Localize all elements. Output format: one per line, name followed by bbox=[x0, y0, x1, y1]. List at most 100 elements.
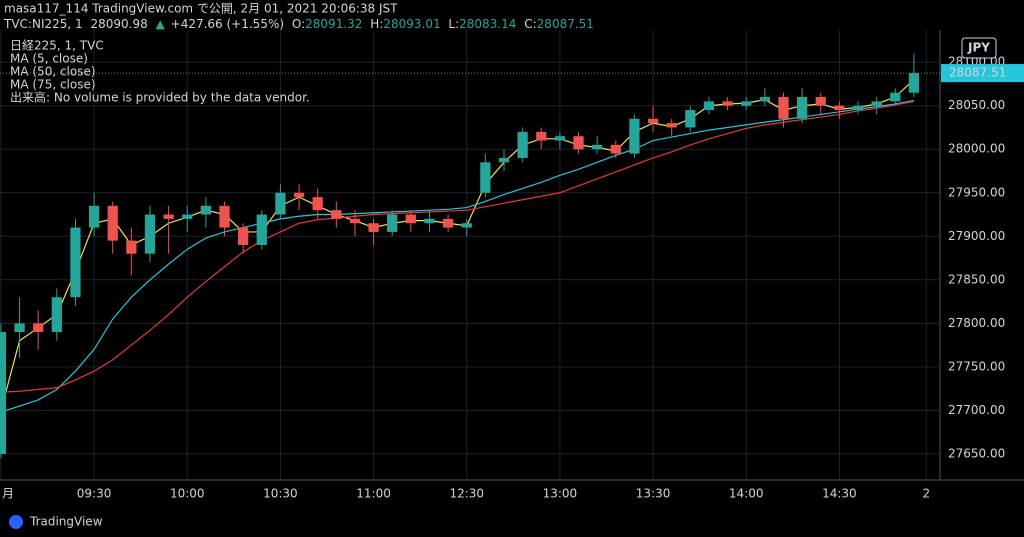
axes: 28100.0028050.0028000.0027950.0027900.00… bbox=[0, 55, 1024, 501]
candle-body bbox=[536, 131, 547, 141]
brand: TradingView bbox=[29, 515, 103, 529]
candle-body bbox=[610, 144, 621, 154]
candle-body bbox=[629, 118, 640, 154]
candle-body bbox=[908, 73, 920, 93]
candle-body bbox=[498, 157, 510, 163]
legend-entry: MA (75, close) bbox=[10, 78, 96, 92]
legend-entry: MA (5, close) bbox=[10, 52, 88, 66]
ma-line bbox=[0, 99, 915, 413]
low-label: L: bbox=[448, 17, 459, 31]
publisher: masa117_114 TradingView.com で公開, 2月 01, … bbox=[4, 2, 398, 16]
candle-body bbox=[517, 131, 528, 158]
candle-body bbox=[387, 214, 398, 232]
candle-body bbox=[834, 105, 845, 111]
candle-body bbox=[312, 197, 323, 211]
brand-logo bbox=[9, 515, 23, 529]
candle-body bbox=[647, 118, 659, 124]
candle-body bbox=[126, 240, 137, 254]
candle-body bbox=[741, 101, 752, 106]
candle-body bbox=[88, 205, 100, 228]
candle-body bbox=[238, 227, 249, 245]
candle-body bbox=[107, 205, 118, 241]
x-tick-label: 11:00 bbox=[356, 487, 391, 501]
high-label: H: bbox=[370, 17, 383, 31]
ma-line bbox=[0, 79, 915, 411]
candle-body bbox=[778, 97, 789, 119]
close-label: C: bbox=[524, 17, 536, 31]
open-value: 28091.32 bbox=[305, 17, 362, 31]
candle-body bbox=[815, 97, 826, 106]
legend-entry: MA (50, close) bbox=[10, 65, 96, 79]
candle-body bbox=[219, 205, 230, 228]
x-tick-label: 14:30 bbox=[822, 487, 857, 501]
y-tick-label: 27950.00 bbox=[948, 185, 1005, 199]
y-tick-label: 27900.00 bbox=[948, 229, 1005, 243]
candle-body bbox=[293, 192, 305, 198]
last-price-box bbox=[941, 64, 1024, 83]
candle-body bbox=[424, 218, 435, 224]
candle-body bbox=[461, 223, 472, 228]
x-tick-label: 13:30 bbox=[636, 487, 671, 501]
change: +427.66 (+1.55%) bbox=[171, 17, 284, 31]
x-tick-label: 10:30 bbox=[263, 487, 298, 501]
currency-box[interactable] bbox=[961, 37, 997, 59]
y-tick-label: 28000.00 bbox=[948, 142, 1005, 156]
candle-body bbox=[796, 97, 808, 119]
candle-body bbox=[51, 297, 62, 333]
y-tick-label: 28050.00 bbox=[948, 98, 1005, 112]
candle-body bbox=[275, 192, 286, 215]
marks bbox=[0, 53, 920, 459]
candle-body bbox=[480, 162, 491, 193]
last: 28090.98 bbox=[90, 17, 147, 31]
x-tick-label: 10:00 bbox=[170, 487, 205, 501]
candle-body bbox=[368, 223, 379, 232]
candle-body bbox=[349, 218, 361, 224]
candle-body bbox=[200, 205, 212, 215]
candle-body bbox=[573, 136, 584, 150]
x-tick-label: 2 bbox=[923, 487, 931, 501]
low-value: 28083.14 bbox=[459, 17, 516, 31]
y-tick-label: 27800.00 bbox=[948, 316, 1005, 330]
candle-body bbox=[666, 123, 677, 128]
candle-body bbox=[182, 214, 193, 219]
y-tick-label: 27750.00 bbox=[948, 359, 1005, 373]
x-tick-label: 09:30 bbox=[77, 487, 112, 501]
candle-body bbox=[890, 92, 901, 102]
candle-body bbox=[759, 97, 770, 102]
candle-body bbox=[14, 323, 25, 333]
price-axis-bg bbox=[940, 30, 1024, 480]
y-tick-label: 27650.00 bbox=[948, 446, 1005, 460]
candle-body bbox=[331, 210, 342, 219]
grid bbox=[0, 30, 940, 480]
candle-body bbox=[442, 218, 454, 228]
open-label: O: bbox=[292, 17, 305, 31]
high-value: 28093.01 bbox=[383, 17, 440, 31]
symbol-line: TVC:NI225, 1 28090.98 ▲ +427.66 (+1.55%)… bbox=[3, 17, 594, 31]
candle-body bbox=[685, 110, 696, 128]
ma-line bbox=[0, 100, 915, 393]
x-tick-label: 13:00 bbox=[543, 487, 578, 501]
x-tick-label: 12:30 bbox=[449, 487, 484, 501]
candle-body bbox=[592, 144, 603, 150]
symbol: TVC:NI225, 1 bbox=[3, 17, 83, 31]
legend-title: 日経225, 1, TVC bbox=[10, 39, 104, 53]
x-tick-label: 月 bbox=[2, 487, 14, 501]
candle-body bbox=[871, 101, 882, 106]
candle-body bbox=[33, 323, 44, 333]
y-tick-label: 27850.00 bbox=[948, 272, 1005, 286]
y-tick-label: 27700.00 bbox=[948, 403, 1005, 417]
x-tick-label: 14:00 bbox=[729, 487, 764, 501]
volume-note: 出来高: No volume is provided by the data v… bbox=[10, 90, 310, 105]
candle-body bbox=[144, 214, 156, 254]
candle-body bbox=[405, 214, 416, 224]
candle-body bbox=[722, 101, 733, 106]
close-value: 28087.51 bbox=[537, 17, 594, 31]
candle-body bbox=[163, 214, 174, 219]
currency: JPY bbox=[967, 41, 990, 55]
up-arrow: ▲ bbox=[156, 17, 166, 31]
legend: MA (5, close)MA (50, close)MA (75, close… bbox=[10, 52, 96, 92]
candle-body bbox=[703, 101, 715, 111]
candle-body bbox=[70, 227, 81, 298]
candle-body bbox=[0, 332, 7, 454]
